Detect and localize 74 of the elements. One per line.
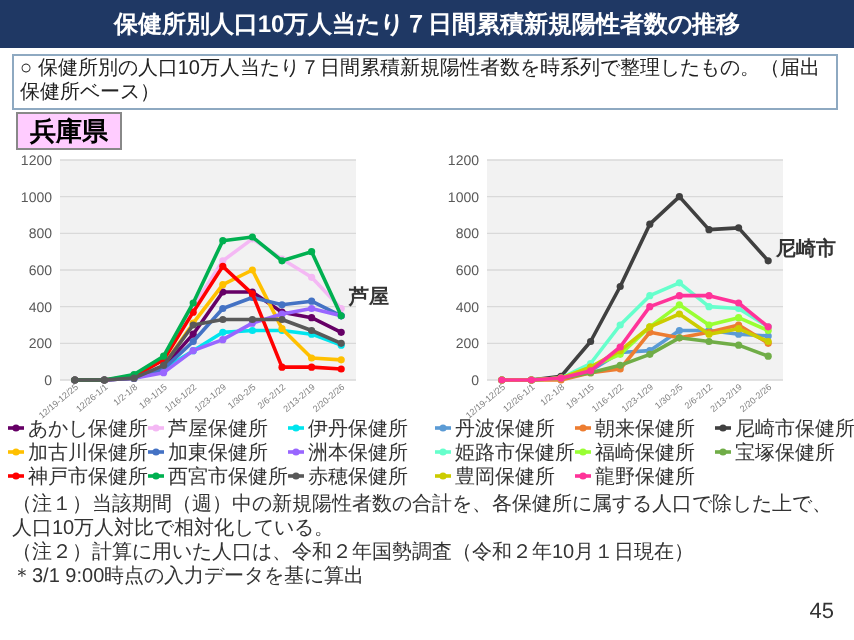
point [278, 315, 286, 324]
point [337, 356, 345, 364]
legend-label: 伊丹保健所 [308, 417, 408, 441]
legend-label: 加古川保健所 [28, 441, 148, 465]
point [219, 304, 227, 313]
point [675, 326, 683, 335]
point [219, 328, 227, 336]
point [705, 292, 713, 300]
legend-label: 姫路市保健所 [455, 441, 575, 465]
point [308, 314, 316, 322]
legend-label: 赤穂保健所 [308, 465, 408, 489]
text: （注２）計算に用いた人口は、令和２年国勢調査（令和２年10月１日現在） [12, 542, 697, 565]
point [616, 321, 624, 329]
point [337, 328, 345, 336]
text: 兵庫県 [16, 112, 122, 150]
point [646, 303, 654, 311]
point [308, 363, 316, 371]
annotation: 芦屋 [347, 284, 390, 309]
text: ＊3/1 9:00時点の入力データを基に算出 [12, 566, 367, 590]
point [219, 237, 227, 245]
point [646, 220, 654, 228]
point [308, 297, 316, 305]
point [308, 304, 316, 313]
point [248, 326, 256, 335]
legend-label: 洲本保健所 [308, 441, 408, 465]
point [735, 341, 743, 349]
point [189, 330, 197, 338]
point [189, 337, 197, 346]
point [646, 292, 654, 300]
legend-label: 尼崎市保健所 [735, 417, 854, 441]
text: ○ 保健所別の人口10万人当たり７日間累積新規陽性者数を時系列で整理したもの。（届出保健所ベース） [12, 54, 838, 110]
legend-label: 西宮市保健所 [168, 465, 288, 489]
point [278, 301, 286, 309]
point [705, 321, 713, 329]
point [616, 282, 624, 291]
text: （注１）当該期間（週）中の新規陽性者数の合計を、各保健所に属する人口で除した上で、人口10万人対比で相対化している。 [12, 494, 834, 541]
text: 45 [809, 600, 834, 624]
point [587, 337, 595, 346]
point [675, 301, 683, 309]
legend-label: 加東保健所 [168, 441, 268, 465]
point [219, 262, 227, 270]
annotation: 尼崎市 [774, 236, 837, 261]
point [308, 354, 316, 362]
legend-label: 宝塚保健所 [735, 441, 835, 465]
point [764, 352, 772, 360]
legend-label: 朝来保健所 [595, 417, 695, 441]
legend-label: 芦屋保健所 [168, 417, 268, 441]
text: 保健所別人口10万人当たり７日間累積新規陽性者数の推移 [0, 0, 854, 48]
point [675, 193, 683, 201]
point [219, 336, 227, 344]
legend-label: 神戸市保健所 [28, 465, 148, 489]
legend-label: 豊岡保健所 [455, 465, 555, 489]
point [735, 299, 743, 307]
point [705, 226, 713, 234]
point [735, 224, 743, 232]
point [735, 314, 743, 322]
point [764, 257, 772, 265]
point [675, 292, 683, 300]
point [308, 248, 316, 256]
point [219, 315, 227, 324]
legend-label: 龍野保健所 [595, 465, 695, 489]
point [248, 266, 256, 274]
point [308, 273, 316, 281]
point [219, 281, 227, 289]
point [278, 363, 286, 371]
point [705, 303, 713, 311]
point [675, 310, 683, 318]
point [219, 288, 227, 296]
legend-label: 福崎保健所 [595, 441, 695, 465]
legend-label: 丹波保健所 [455, 417, 555, 441]
point [705, 337, 713, 346]
point [675, 279, 683, 287]
legend-label: あかし保健所 [28, 417, 148, 441]
point [337, 365, 345, 373]
